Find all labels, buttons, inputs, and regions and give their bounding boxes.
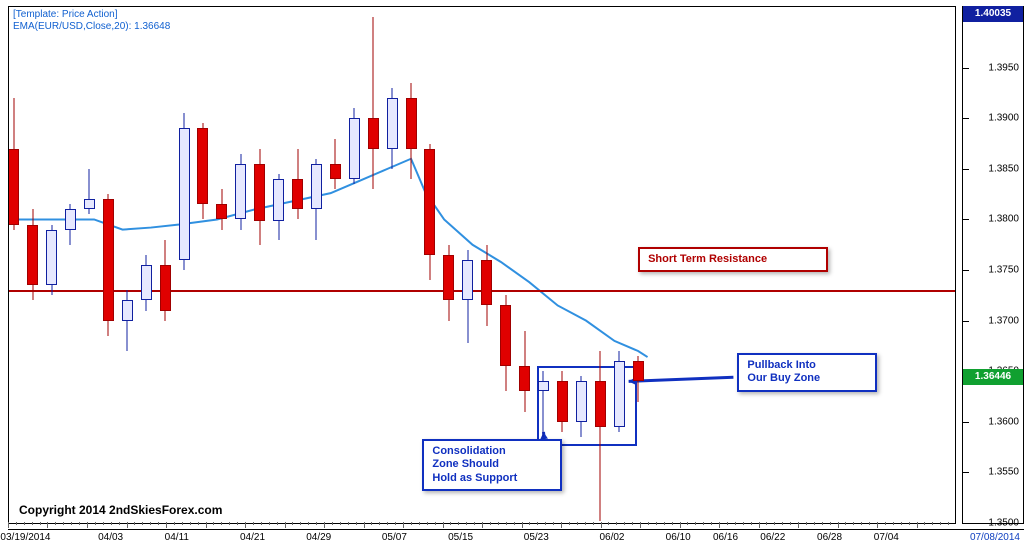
candle[interactable] — [348, 108, 361, 184]
xtick-label: 05/07 — [382, 532, 407, 543]
candle[interactable] — [234, 154, 247, 230]
candle[interactable] — [64, 204, 77, 244]
ytick-label: 1.3600 — [988, 416, 1019, 427]
ytick-label: 1.3900 — [988, 113, 1019, 124]
xtick-label: 04/03 — [98, 532, 123, 543]
candle[interactable] — [594, 351, 607, 521]
candle[interactable] — [423, 144, 436, 281]
xtick-label: 06/22 — [760, 532, 785, 543]
candle[interactable] — [499, 295, 512, 391]
candle[interactable] — [253, 149, 266, 245]
xtick-label: 07/04 — [874, 532, 899, 543]
candle[interactable] — [83, 169, 96, 215]
xtick-label: 04/29 — [306, 532, 331, 543]
candle[interactable] — [405, 83, 418, 179]
ytick-label: 1.3500 — [988, 518, 1019, 529]
copyright-text: Copyright 2014 2ndSkiesForex.com — [19, 503, 222, 517]
candle[interactable] — [461, 250, 474, 343]
xtick-label: 04/21 — [240, 532, 265, 543]
candle[interactable] — [215, 189, 228, 229]
xtick-label: 06/02 — [599, 532, 624, 543]
candle[interactable] — [329, 139, 342, 190]
candle[interactable] — [8, 98, 20, 230]
ytick-label: 1.3950 — [988, 62, 1019, 73]
ytick-label: 1.3700 — [988, 315, 1019, 326]
x-axis-date-right: 07/08/2014 — [970, 532, 1020, 543]
xtick-label: 05/23 — [524, 532, 549, 543]
candle[interactable] — [518, 331, 531, 412]
candle[interactable] — [291, 149, 304, 220]
candle[interactable] — [575, 376, 588, 437]
x-axis: 07/08/2014 03/19/201404/0304/1104/2104/2… — [8, 529, 1024, 556]
ema-label: EMA(EUR/USD,Close,20): 1.36648 — [13, 21, 170, 32]
candle[interactable] — [310, 159, 323, 240]
candle[interactable] — [196, 123, 209, 219]
candle[interactable] — [102, 194, 115, 336]
annotation-short-term-resistance: Short Term Resistance — [638, 247, 828, 272]
candle[interactable] — [26, 209, 39, 300]
candle[interactable] — [367, 17, 380, 189]
price-tag: 1.40035 — [963, 6, 1023, 22]
candle[interactable] — [272, 174, 285, 240]
ytick-label: 1.3800 — [988, 214, 1019, 225]
ytick-label: 1.3850 — [988, 163, 1019, 174]
ytick-label: 1.3750 — [988, 265, 1019, 276]
annotation-consolidation: ConsolidationZone ShouldHold as Support — [422, 439, 562, 491]
xtick-label: 06/28 — [817, 532, 842, 543]
y-axis: 1.35001.35501.36001.36501.37001.37501.38… — [962, 6, 1024, 524]
candle[interactable] — [45, 225, 58, 296]
candle[interactable] — [537, 371, 550, 437]
candle[interactable] — [121, 290, 134, 351]
chart-area[interactable]: [Template: Price Action] EMA(EUR/USD,Clo… — [8, 6, 956, 524]
candle[interactable] — [632, 356, 645, 402]
candle[interactable] — [480, 245, 493, 326]
candle[interactable] — [140, 255, 153, 311]
candle[interactable] — [386, 88, 399, 169]
xtick-label: 03/19/2014 — [0, 532, 50, 543]
candle[interactable] — [613, 351, 626, 432]
candle[interactable] — [556, 371, 569, 432]
xtick-label: 05/15 — [448, 532, 473, 543]
ytick-label: 1.3550 — [988, 467, 1019, 478]
xtick-label: 06/10 — [666, 532, 691, 543]
candle[interactable] — [442, 245, 455, 321]
xtick-label: 06/16 — [713, 532, 738, 543]
template-label: [Template: Price Action] — [13, 9, 118, 20]
annotation-pullback: Pullback IntoOur Buy Zone — [737, 353, 877, 391]
price-tag: 1.36446 — [963, 369, 1023, 385]
xtick-label: 04/11 — [165, 532, 189, 543]
candle[interactable] — [178, 113, 191, 270]
candle[interactable] — [159, 240, 172, 321]
